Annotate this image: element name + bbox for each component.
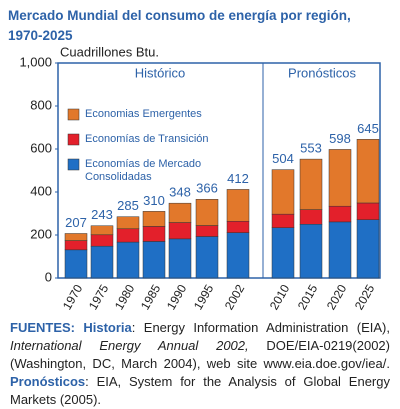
y-tick-label: 600 — [30, 140, 52, 155]
bar-segment — [90, 225, 114, 236]
y-tick-label: 1,000 — [19, 54, 52, 69]
total-label: 553 — [300, 141, 322, 156]
legend-label: Economias Emergentes — [85, 108, 202, 120]
bar-segment — [356, 202, 380, 220]
bar-segment — [328, 205, 352, 223]
x-tick-label: 2015 — [295, 282, 321, 312]
total-label: 645 — [357, 121, 379, 136]
bar-segment — [356, 139, 380, 204]
title: Mercado Mundial del consumo de energía p… — [8, 6, 351, 46]
footer: FUENTES: Historia: Energy Information Ad… — [10, 319, 390, 409]
bar-segment — [116, 241, 140, 279]
x-tick-label: 2020 — [324, 282, 350, 312]
bar-segment — [64, 240, 88, 251]
footer-italic: International Energy Annual 2002, — [10, 338, 249, 353]
title-line: 1970-2025 — [8, 28, 73, 43]
y-tick-label: 0 — [45, 269, 52, 284]
bar-segment — [328, 149, 352, 207]
bar-segment — [271, 169, 295, 215]
x-tick-label: 1995 — [191, 282, 217, 312]
bar-segment — [64, 249, 88, 279]
x-tick-label: 1990 — [164, 282, 190, 312]
x-tick-label: 1980 — [112, 282, 138, 312]
bar-segment — [299, 158, 323, 210]
bar-segment — [226, 189, 250, 222]
bar-segment — [328, 221, 352, 279]
bar-segment — [195, 199, 219, 226]
y-tick-label: 800 — [30, 97, 52, 112]
x-tick-label: 2025 — [352, 282, 378, 312]
bar-segment — [116, 216, 140, 230]
chart: Cuadrillones Btu. Histórico Pronósticos … — [19, 44, 381, 312]
bar-segment — [64, 233, 88, 241]
total-label: 243 — [91, 207, 113, 222]
bar-segment — [142, 241, 166, 279]
bar-segment — [142, 211, 166, 227]
x-tick-label: 2002 — [222, 282, 248, 312]
legend-label: Economías de Transición — [85, 133, 209, 145]
bar-segment — [168, 202, 192, 223]
historic-label: Historia — [83, 320, 132, 335]
total-label: 348 — [169, 185, 191, 200]
bar-segment — [271, 227, 295, 279]
total-label: 285 — [117, 198, 139, 213]
x-tick-label: 1985 — [138, 282, 164, 312]
x-tick-label: 1975 — [86, 282, 112, 312]
y-axis-label: Cuadrillones Btu. — [60, 44, 159, 59]
bar-segment — [356, 219, 380, 279]
bar-segment — [90, 245, 114, 279]
section-label: Pronósticos — [288, 65, 356, 80]
total-label: 504 — [272, 151, 294, 166]
bar-segment — [299, 224, 323, 279]
legend-label: Economías de Mercado Consolidadas — [85, 158, 201, 183]
total-label: 310 — [143, 193, 165, 208]
bar-segment — [226, 220, 250, 233]
bar-segment — [271, 213, 295, 228]
bar-segment — [90, 234, 114, 247]
total-label: 207 — [65, 215, 87, 230]
total-label: 598 — [329, 131, 351, 146]
forecast-label: Pronósticos — [10, 374, 86, 389]
legend-swatch — [67, 108, 80, 121]
bar-segment — [195, 225, 219, 237]
legend-swatch — [67, 133, 80, 146]
bar-segment — [168, 238, 192, 279]
footer-text: : Energy Information Administration (EIA… — [131, 320, 390, 335]
footer-text: DOE/EIA-0219(2002) (Washington, DC, Marc… — [10, 338, 390, 371]
bar-segment — [168, 222, 192, 240]
x-tick-label: 2010 — [267, 282, 293, 312]
bar-segment — [299, 209, 323, 225]
x-tick-label: 1970 — [60, 282, 86, 312]
section-label: Histórico — [135, 65, 186, 80]
bar-segment — [142, 226, 166, 242]
title-line: Mercado Mundial del consumo de energía p… — [8, 8, 351, 23]
y-tick-label: 400 — [30, 183, 52, 198]
total-label: 412 — [227, 171, 249, 186]
y-tick-label: 200 — [30, 226, 52, 241]
bar-segment — [195, 236, 219, 279]
sources-label: FUENTES: — [10, 320, 75, 335]
legend-swatch — [67, 158, 80, 171]
bar-segment — [226, 232, 250, 279]
bar-segment — [116, 228, 140, 243]
footer-text: : EIA, System for the Analysis of Global… — [10, 374, 390, 407]
total-label: 366 — [196, 181, 218, 196]
